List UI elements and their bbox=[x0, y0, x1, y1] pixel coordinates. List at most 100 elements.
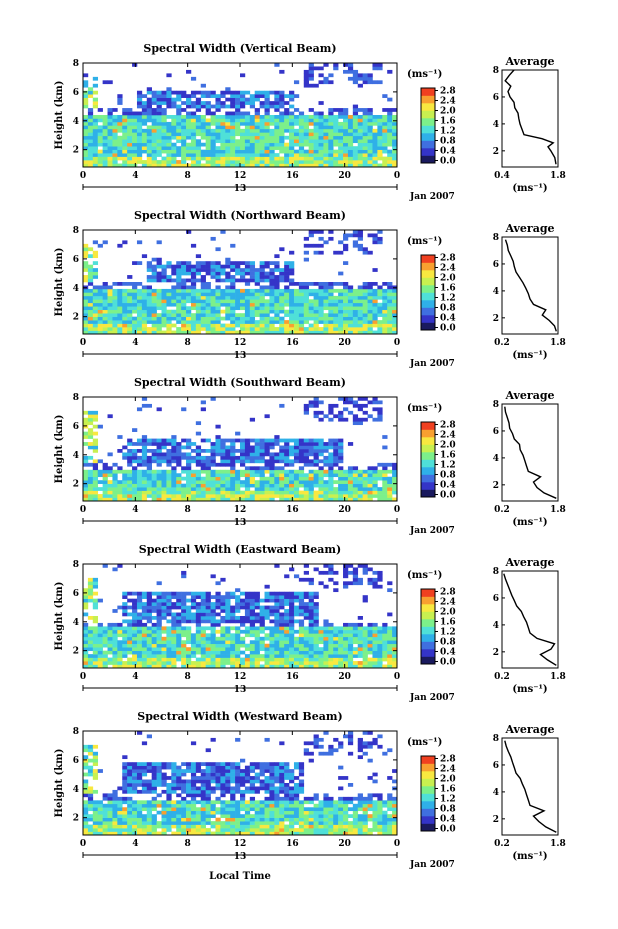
heatmap-cell bbox=[181, 288, 187, 293]
heatmap-cell bbox=[244, 449, 251, 453]
heatmap-cell bbox=[83, 90, 89, 95]
heatmap-cell bbox=[87, 800, 94, 805]
heatmap-cell bbox=[328, 156, 334, 161]
heatmap-cell bbox=[249, 146, 256, 150]
heatmap-cell bbox=[83, 139, 89, 144]
heatmap-cell bbox=[274, 128, 280, 133]
heatmap-cell bbox=[362, 327, 368, 331]
heatmap-cell bbox=[313, 567, 319, 572]
heatmap-cell bbox=[215, 473, 221, 478]
heatmap-cell bbox=[127, 313, 133, 317]
heatmap-cell bbox=[308, 121, 314, 126]
heatmap-cell bbox=[156, 612, 162, 617]
heatmap-cell bbox=[333, 497, 339, 502]
heatmap-cell bbox=[230, 609, 236, 613]
heatmap-cell bbox=[181, 650, 187, 655]
heatmap-cell bbox=[186, 142, 192, 147]
heatmap-cell bbox=[274, 125, 280, 130]
heatmap-cell bbox=[244, 295, 251, 300]
heatmap-cell bbox=[136, 598, 143, 603]
heatmap-cell bbox=[377, 163, 383, 168]
heatmap-cell bbox=[240, 90, 246, 95]
y-axis-label: Height (km) bbox=[54, 582, 65, 651]
heatmap-cell bbox=[83, 748, 89, 753]
heatmap-cell bbox=[244, 111, 251, 116]
heatmap-cell bbox=[367, 476, 373, 481]
heatmap-cell bbox=[313, 449, 319, 453]
heatmap-cell bbox=[308, 581, 314, 586]
heatmap-cell bbox=[102, 146, 108, 150]
heatmap-cell bbox=[205, 664, 211, 669]
heatmap-cell bbox=[87, 626, 94, 631]
heatmap-cell bbox=[259, 494, 265, 498]
heatmap-cell bbox=[97, 803, 103, 808]
heatmap-cell bbox=[127, 118, 133, 123]
heatmap-cell bbox=[235, 480, 241, 484]
heatmap-cell bbox=[171, 605, 177, 610]
heatmap-cell bbox=[210, 135, 216, 140]
heatmap-cell bbox=[195, 629, 202, 634]
heatmap-cell bbox=[289, 295, 295, 300]
heatmap-cell bbox=[141, 657, 148, 662]
heatmap-cell bbox=[171, 452, 177, 457]
heatmap-cell bbox=[156, 626, 162, 631]
colorbar-segment bbox=[421, 594, 435, 597]
heatmap-cell bbox=[259, 153, 265, 157]
heatmap-cell bbox=[102, 821, 108, 825]
heatmap-cell bbox=[279, 288, 285, 293]
heatmap-cell bbox=[333, 108, 339, 112]
heatmap-cell bbox=[392, 142, 398, 147]
heatmap-cell bbox=[387, 292, 393, 297]
heatmap-cell bbox=[352, 313, 359, 317]
heatmap-cell bbox=[382, 473, 388, 478]
y-tick-label: 2 bbox=[73, 480, 79, 490]
heatmap-cell bbox=[372, 476, 378, 481]
heatmap-cell bbox=[382, 330, 388, 335]
heatmap-cell bbox=[333, 313, 339, 317]
heatmap-cell bbox=[328, 643, 334, 648]
heatmap-cell bbox=[97, 629, 103, 634]
heatmap-cell bbox=[303, 149, 309, 154]
heatmap-cell bbox=[210, 139, 216, 144]
heatmap-cell bbox=[293, 160, 300, 164]
heatmap-cell bbox=[244, 476, 251, 481]
heatmap-cell bbox=[230, 261, 236, 265]
heatmap-cell bbox=[333, 320, 339, 324]
heatmap-cell bbox=[249, 299, 256, 304]
heatmap-cell bbox=[318, 243, 324, 248]
heatmap-cell bbox=[308, 452, 314, 457]
heatmap-cell bbox=[210, 316, 216, 321]
heatmap-cell bbox=[279, 118, 285, 123]
heatmap-cell bbox=[102, 629, 108, 634]
heatmap-cell bbox=[136, 469, 143, 474]
heatmap-cell bbox=[254, 626, 260, 631]
heatmap-cell bbox=[303, 115, 309, 119]
heatmap-cell bbox=[249, 156, 256, 161]
heatmap-cell bbox=[303, 647, 309, 651]
heatmap-cell bbox=[181, 654, 187, 658]
heatmap-cell bbox=[269, 121, 275, 126]
heatmap-cell bbox=[284, 327, 290, 331]
heatmap-cell bbox=[127, 125, 133, 130]
heatmap-cell bbox=[156, 299, 162, 304]
heatmap-cell bbox=[308, 128, 314, 133]
heatmap-cell bbox=[298, 595, 305, 599]
heatmap-cell bbox=[244, 142, 251, 147]
heatmap-cell bbox=[308, 616, 314, 620]
heatmap-cell bbox=[235, 609, 241, 613]
heatmap-cell bbox=[87, 469, 94, 474]
heatmap-cell bbox=[176, 264, 182, 269]
heatmap-cell bbox=[387, 285, 393, 290]
heatmap-cell bbox=[293, 306, 300, 311]
heatmap-cell bbox=[298, 452, 305, 457]
colorbar-unit: (ms⁻¹) bbox=[407, 403, 442, 414]
heatmap-cell bbox=[146, 449, 152, 453]
heatmap-cell bbox=[210, 118, 216, 123]
heatmap-cell bbox=[343, 567, 349, 572]
heatmap-cell bbox=[127, 640, 133, 645]
heatmap-cell bbox=[333, 118, 339, 123]
heatmap-cell bbox=[87, 751, 94, 756]
heatmap-cell bbox=[122, 483, 128, 488]
heatmap-cell bbox=[171, 163, 177, 168]
heatmap-cell bbox=[136, 636, 143, 641]
